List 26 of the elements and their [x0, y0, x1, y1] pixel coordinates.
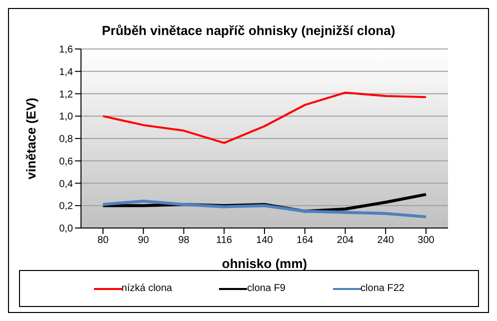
x-axis-title: ohnisko (mm) [222, 256, 308, 271]
x-tick-label: 116 [216, 235, 233, 246]
x-tick-label: 300 [418, 235, 435, 246]
y-tick-label: 1,4 [59, 66, 74, 78]
y-tick-label: 1,0 [59, 112, 74, 123]
x-tick-label: 140 [256, 235, 274, 246]
y-tick-label: 0,2 [59, 201, 74, 212]
x-tick-label: 240 [377, 235, 394, 246]
legend-label: clona F22 [360, 283, 404, 294]
legend-label: clona F9 [247, 283, 286, 294]
y-tick-label: 0,4 [59, 178, 74, 190]
y-tick-label: 1,2 [59, 89, 74, 100]
line-series [102, 200, 428, 218]
chart-title: Průběh vinětace napříč ohnisky (nejnižší clona) [100, 23, 396, 40]
x-tick-label: 164 [296, 235, 314, 246]
x-tick-label: 90 [138, 235, 150, 246]
y-tick-label: 0,8 [59, 134, 74, 146]
y-tick-label: 1,6 [59, 44, 74, 56]
x-tick-label: 204 [336, 235, 354, 246]
y-axis-title: vinětace (EV) [24, 98, 39, 180]
legend-label: nízká clona [122, 283, 172, 294]
y-tick-label: 0,6 [59, 156, 74, 168]
y-tick-label: 0,0 [59, 224, 74, 235]
x-tick-label: 80 [97, 235, 109, 246]
line-series [102, 92, 427, 144]
x-tick-label: 98 [178, 235, 190, 246]
